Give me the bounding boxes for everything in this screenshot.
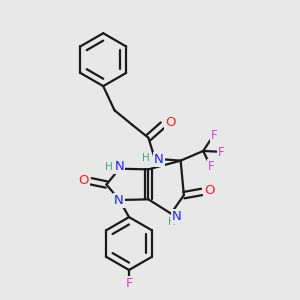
Text: N: N [172, 210, 182, 223]
Text: H: H [168, 217, 176, 226]
Text: H: H [142, 153, 150, 163]
Text: O: O [165, 116, 175, 129]
Text: N: N [154, 153, 164, 166]
Text: F: F [218, 146, 224, 159]
Text: F: F [125, 277, 133, 290]
Text: N: N [114, 194, 124, 207]
Text: N: N [115, 160, 124, 172]
Text: H: H [105, 162, 113, 172]
Text: O: O [79, 174, 89, 187]
Text: O: O [204, 184, 215, 197]
Text: F: F [211, 129, 218, 142]
Text: F: F [208, 160, 214, 173]
